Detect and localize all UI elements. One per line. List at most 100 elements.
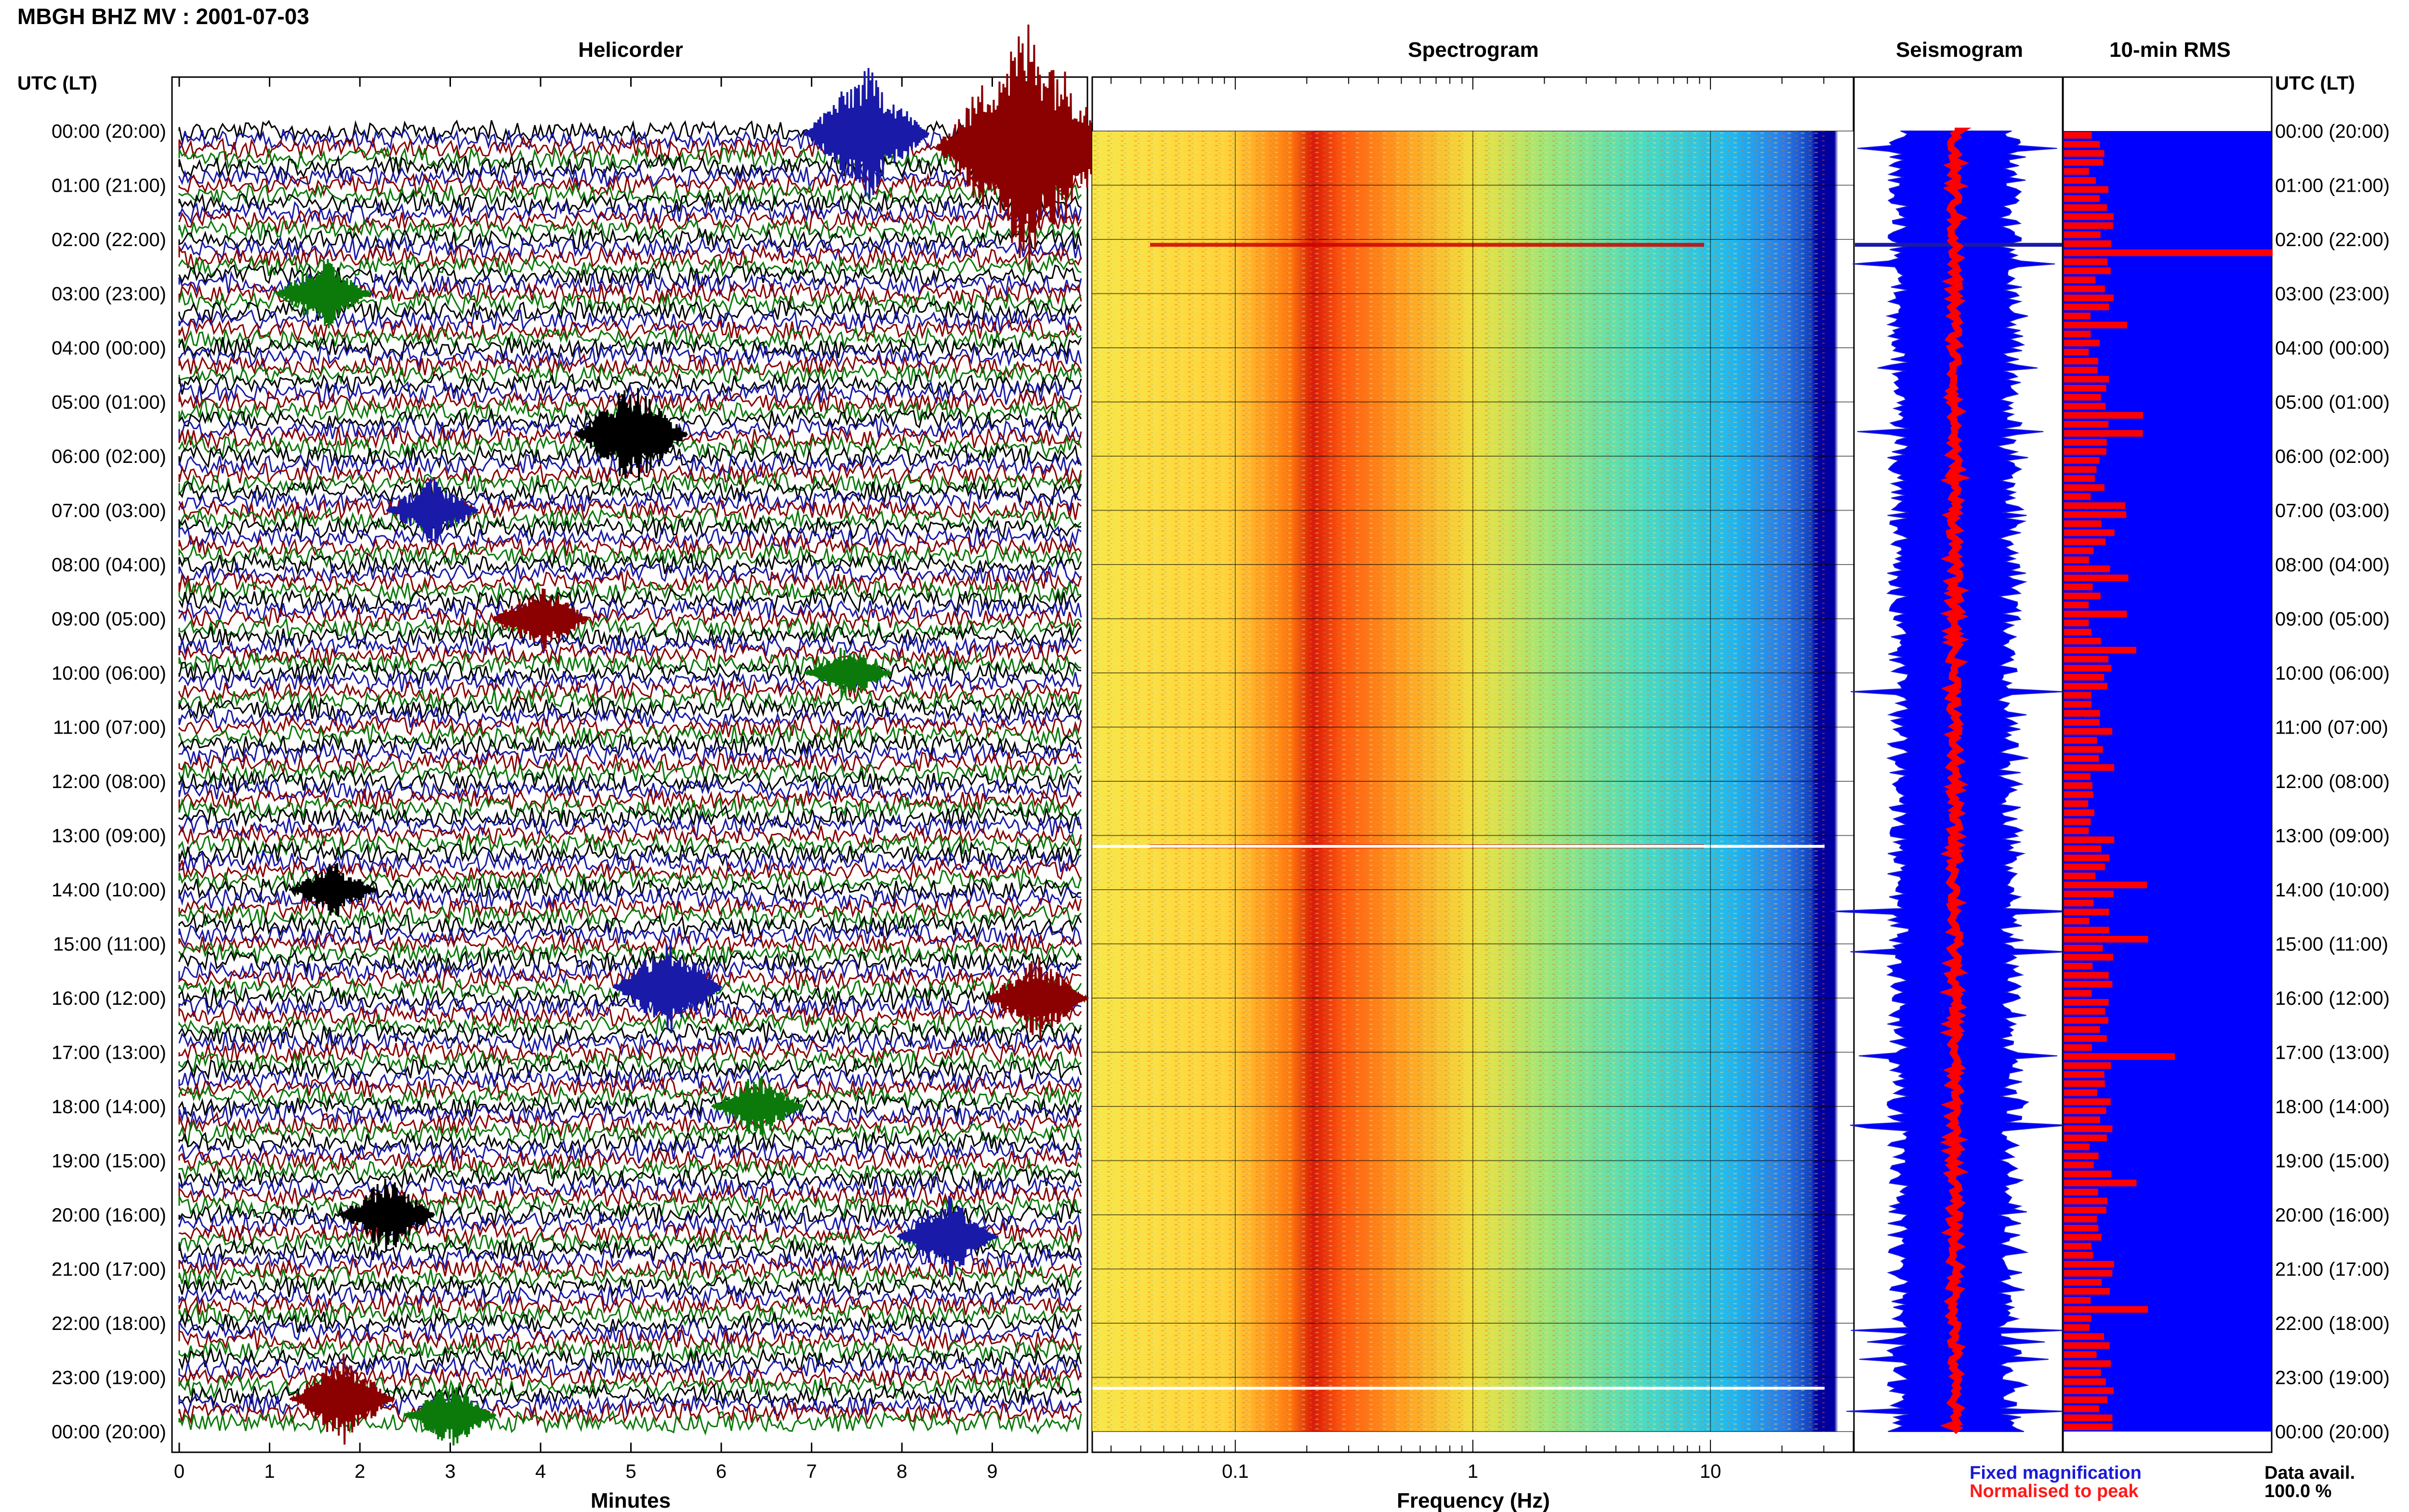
helicorder-trace <box>178 372 1082 397</box>
helicorder-event <box>612 941 723 1033</box>
rms-bar <box>2064 592 2101 600</box>
rms-bar <box>2064 782 2092 789</box>
rms-bar <box>2064 303 2109 311</box>
rms-bar <box>2064 258 2108 265</box>
helicorder-xlabel: Minutes <box>591 1489 671 1512</box>
helicorder-trace <box>178 1020 1082 1048</box>
rms-bar <box>2064 1351 2097 1358</box>
rms-panel <box>2062 76 2273 1453</box>
rms-bar <box>2064 1125 2113 1132</box>
helicorder-event <box>290 1353 395 1445</box>
rms-bar <box>2064 1360 2111 1367</box>
legend-fixed-magnification: Fixed magnification <box>1970 1463 2142 1483</box>
rms-bar <box>2064 1161 2094 1169</box>
hour-label-right: 06:00 (02:00) <box>2275 446 2390 467</box>
hour-label-left: 22:00 (18:00) <box>52 1313 166 1334</box>
rms-bar <box>2064 918 2090 925</box>
rms-bar <box>2064 1333 2104 1340</box>
hour-label-right: 07:00 (03:00) <box>2275 500 2390 522</box>
rms-bar <box>2064 349 2089 355</box>
helicorder-trace <box>178 1111 1082 1138</box>
rms-bar <box>2064 710 2100 717</box>
seismogram-peak-line <box>1939 128 1972 1434</box>
helicorder-trace <box>178 704 1082 729</box>
hour-label-left: 07:00 (03:00) <box>52 500 166 522</box>
helicorder-trace <box>178 669 1082 695</box>
rms-bar <box>2064 1261 2114 1268</box>
helicorder-tick-label: 4 <box>535 1461 546 1482</box>
helicorder-trace <box>178 1057 1082 1083</box>
helicorder-trace <box>178 218 1082 243</box>
helicorder-trace <box>178 353 1082 379</box>
rms-bar <box>2064 159 2103 166</box>
rms-bar <box>2064 737 2097 744</box>
rms-bar <box>2064 1315 2091 1322</box>
rms-bar <box>2064 619 2089 627</box>
hour-label-right: 21:00 (17:00) <box>2275 1259 2390 1280</box>
rms-bar <box>2064 574 2129 581</box>
helicorder-trace <box>178 751 1082 776</box>
helicorder-trace <box>178 1039 1082 1065</box>
rms-bar <box>2064 321 2127 329</box>
helicorder-trace <box>178 191 1082 216</box>
hour-label-left: 08:00 (04:00) <box>52 554 166 576</box>
rms-bar <box>2064 141 2100 148</box>
helicorder-trace <box>178 632 1082 659</box>
helicorder-trace <box>178 1012 1082 1037</box>
rms-bar <box>2064 357 2098 365</box>
helicorder-trace <box>178 208 1082 235</box>
seismogram-peak-trace <box>1939 128 1972 1434</box>
spectrogram-gap <box>1092 1387 1825 1390</box>
helicorder-trace <box>178 1076 1082 1102</box>
rms-bar <box>2064 430 2143 437</box>
rms-bar <box>2064 610 2127 618</box>
rms-bar <box>2064 638 2101 644</box>
legend-normalised-to-peak: Normalised to peak <box>1970 1481 2139 1501</box>
rms-bar <box>2064 1134 2107 1142</box>
rms-bar <box>2064 502 2125 509</box>
hour-label-left: 12:00 (08:00) <box>52 771 166 792</box>
spectrogram-xlabel: Frequency (Hz) <box>1397 1489 1550 1512</box>
rms-bars <box>2064 132 2273 1431</box>
helicorder-event <box>404 1385 497 1446</box>
hour-label-right: 17:00 (13:00) <box>2275 1042 2390 1064</box>
rms-bar <box>2064 1224 2099 1232</box>
helicorder-trace <box>178 1347 1082 1373</box>
rms-bar <box>2064 646 2136 654</box>
rms-bar <box>2064 1107 2106 1114</box>
helicorder-trace <box>178 696 1082 721</box>
rms-bar <box>2064 1089 2098 1096</box>
helicorder-trace <box>178 163 1082 190</box>
helicorder-trace <box>178 389 1082 415</box>
helicorder-event <box>386 478 479 542</box>
rms-bar <box>2064 195 2100 202</box>
hour-label-left: 16:00 (12:00) <box>52 988 166 1009</box>
rms-bar <box>2064 1387 2114 1394</box>
rms-bar <box>2064 665 2112 672</box>
rms-bar <box>2064 891 2114 897</box>
helicorder-trace <box>178 1094 1082 1120</box>
spectrogram-panel: 0.1 1 10 Frequency (Hz) <box>1091 76 1854 1512</box>
spectrogram-tick-label: 10 <box>1700 1461 1721 1482</box>
helicorder-trace <box>178 118 1082 143</box>
hour-label-right: 22:00 (18:00) <box>2275 1313 2390 1334</box>
rms-bar <box>2064 656 2108 663</box>
helicorder-trace <box>178 759 1082 785</box>
hour-label-right: 14:00 (10:00) <box>2275 880 2390 901</box>
rms-bar <box>2064 1207 2106 1214</box>
helicorder-events <box>276 24 1122 1446</box>
helicorder-trace <box>178 182 1082 207</box>
rms-bar <box>2064 493 2091 500</box>
rms-bar <box>2064 945 2103 952</box>
rms-bar <box>2064 1243 2091 1250</box>
rms-bar <box>2064 1008 2105 1015</box>
rms-bar <box>2064 908 2109 916</box>
helicorder-tick-label: 1 <box>264 1461 275 1482</box>
helicorder-trace <box>178 1173 1082 1202</box>
hour-label-right: 01:00 (21:00) <box>2275 175 2390 197</box>
rms-bar <box>2064 972 2109 979</box>
rms-bar <box>2064 818 2091 825</box>
helicorder-trace <box>178 135 1082 162</box>
helicorder-trace <box>178 1084 1082 1111</box>
rms-bar <box>2064 809 2094 816</box>
